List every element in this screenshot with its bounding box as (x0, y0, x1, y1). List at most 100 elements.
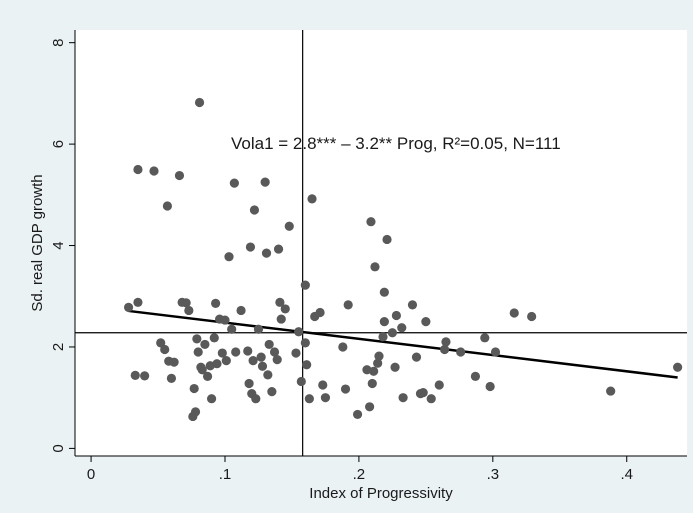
data-point (261, 248, 272, 258)
data-point (217, 348, 227, 358)
data-point (280, 304, 290, 314)
data-point (411, 352, 422, 362)
data-point (192, 334, 202, 344)
data-point (387, 328, 397, 338)
data-point (307, 194, 317, 204)
x-tick-label: 0 (87, 466, 95, 483)
data-point (382, 234, 392, 245)
data-point (456, 347, 466, 357)
y-tick-label: 4 (50, 241, 67, 249)
data-point (490, 347, 501, 357)
data-point (224, 252, 234, 262)
data-point (156, 338, 166, 348)
data-point (378, 332, 388, 342)
data-point (391, 310, 402, 321)
data-point (263, 370, 273, 380)
data-point (296, 376, 306, 387)
data-point (480, 333, 490, 343)
data-point (209, 333, 219, 343)
data-point (267, 386, 277, 397)
y-tick-label: 8 (50, 39, 67, 47)
data-point (302, 360, 312, 370)
data-point (264, 339, 274, 350)
data-point (352, 409, 363, 420)
data-point (212, 359, 222, 369)
data-point (181, 298, 191, 308)
data-point (256, 352, 266, 362)
y-axis-title: Sd. real GDP growth (29, 174, 46, 311)
data-point (194, 97, 205, 108)
x-axis-title: Index of Progressivity (309, 485, 453, 502)
data-point (229, 178, 239, 188)
y-tick-label: 6 (50, 140, 67, 148)
data-point (340, 384, 351, 394)
data-point (221, 356, 231, 366)
data-point (190, 407, 201, 417)
data-point (149, 166, 159, 176)
data-point (338, 342, 348, 352)
data-point (434, 380, 444, 390)
data-point (367, 378, 377, 389)
data-point (369, 366, 379, 376)
data-point (318, 380, 328, 390)
data-point (249, 205, 260, 215)
data-point (304, 394, 314, 404)
data-point (343, 300, 353, 310)
data-point (140, 371, 150, 381)
data-point (269, 347, 280, 357)
data-point (244, 378, 254, 389)
regression-annotation: Vola1 = 2.8*** – 3.2** Prog, R²=0.05, N=… (231, 134, 561, 153)
data-point (673, 362, 683, 372)
data-point (245, 242, 256, 252)
x-tick-label: .1 (219, 466, 232, 483)
data-point (193, 347, 203, 357)
data-point (441, 337, 451, 347)
data-point (374, 351, 384, 361)
data-point (398, 393, 408, 403)
y-tick-label: 0 (50, 444, 67, 452)
data-point (485, 381, 495, 392)
data-point (227, 324, 237, 334)
data-point (379, 287, 389, 297)
data-point (251, 394, 261, 404)
data-point (365, 402, 375, 412)
data-point (123, 302, 134, 313)
data-point (291, 348, 301, 358)
x-tick-label: .3 (487, 466, 500, 483)
data-point (248, 356, 258, 366)
data-point (272, 355, 282, 365)
data-point (606, 386, 616, 396)
data-point (197, 365, 207, 375)
data-point (421, 317, 431, 327)
data-point (236, 305, 246, 316)
data-point (275, 297, 285, 307)
data-point (418, 388, 428, 398)
data-point (130, 370, 140, 380)
data-point (257, 361, 268, 371)
data-point (220, 315, 230, 325)
data-point (315, 307, 325, 318)
data-point (527, 311, 537, 322)
data-point (202, 371, 213, 381)
data-point (379, 317, 389, 327)
data-point (294, 327, 304, 337)
data-point (184, 305, 194, 316)
data-point (174, 170, 185, 181)
data-point (440, 344, 450, 355)
data-point (200, 339, 210, 350)
data-point (426, 394, 436, 404)
y-tick-label: 2 (50, 343, 67, 351)
data-point (276, 314, 286, 324)
data-point (509, 308, 519, 318)
data-point (373, 358, 383, 368)
data-point (470, 371, 481, 381)
x-tick-label: .4 (620, 466, 633, 483)
data-point (284, 221, 294, 231)
data-point (133, 297, 143, 307)
data-point (189, 383, 199, 394)
plot-area (75, 30, 687, 456)
data-point (300, 280, 310, 290)
data-point (166, 373, 177, 384)
x-tick-label: .2 (353, 466, 366, 483)
